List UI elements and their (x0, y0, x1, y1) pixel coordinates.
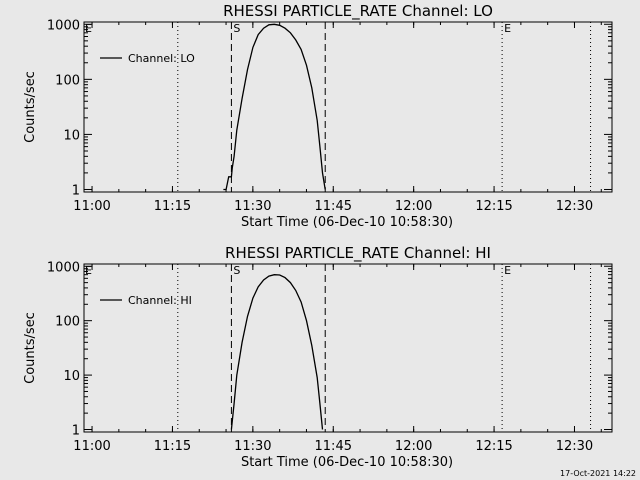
panel-2-y-tick-label: 1000 (47, 260, 80, 275)
panel-2-y-tick-label: 1 (72, 424, 80, 439)
panel-1-title: RHESSI PARTICLE_RATE Channel: LO (223, 2, 493, 21)
panel-1-legend-label: Channel: LO (128, 52, 195, 65)
panel-2-series-line (230, 274, 324, 430)
panel-2-x-axis-label: Start Time (06-Dec-10 10:58:30) (241, 455, 453, 470)
panel-1-y-tick-label: 1000 (47, 18, 80, 33)
panel-2-x-tick-label: 11:00 (73, 439, 110, 454)
panel-2-x-tick-label: 12:30 (556, 439, 593, 454)
panel-1-x-tick-label: 11:45 (315, 199, 352, 214)
panel-1-x-axis-label: Start Time (06-Dec-10 10:58:30) (241, 215, 453, 230)
panel-2-legend-label: Channel: HI (128, 294, 192, 307)
panel-1-x-tick-label: 11:00 (73, 199, 110, 214)
panel-1-y-tick-label: 100 (55, 73, 80, 88)
panel-1-x-tick-label: 12:00 (395, 199, 432, 214)
panel-1-series-line (223, 23, 326, 191)
panel-1-plot-frame (83, 21, 613, 193)
panel-1-marker-label: S (233, 22, 240, 35)
panel-2-x-tick-label: 12:15 (475, 439, 512, 454)
panel-2-x-tick-label: 11:15 (154, 439, 191, 454)
panel-2-x-tick-label: 11:30 (234, 439, 271, 454)
panel-1-y-axis-label: Counts/sec (23, 71, 38, 143)
panel-2-y-axis-label: Counts/sec (23, 312, 38, 384)
panel-2-x-tick-label: 11:45 (315, 439, 352, 454)
panel-2-y-tick-label: 100 (55, 315, 80, 330)
panel-1-y-tick-label: 10 (63, 128, 80, 143)
panel-2-x-tick-label: 12:00 (395, 439, 432, 454)
panel-1-x-tick-label: 12:30 (556, 199, 593, 214)
panel-2-y-tick-label: 10 (63, 369, 80, 384)
panel-2-marker-label: E (504, 264, 511, 277)
panel-1-x-tick-label: 11:30 (234, 199, 271, 214)
panel-2-marker-label: E (85, 264, 92, 277)
plot-date-stamp: 17-Oct-2021 14:22 (560, 469, 636, 478)
panel-1-marker-label: E (85, 22, 92, 35)
panel-1-x-tick-label: 12:15 (475, 199, 512, 214)
panel-2-plot-frame (83, 263, 613, 433)
panel-1-marker-label: E (504, 22, 511, 35)
panel-1-x-tick-label: 11:15 (154, 199, 191, 214)
panel-2-title: RHESSI PARTICLE_RATE Channel: HI (225, 244, 491, 263)
panel-1-y-tick-label: 1 (72, 183, 80, 198)
panel-2-marker-label: S (233, 264, 240, 277)
